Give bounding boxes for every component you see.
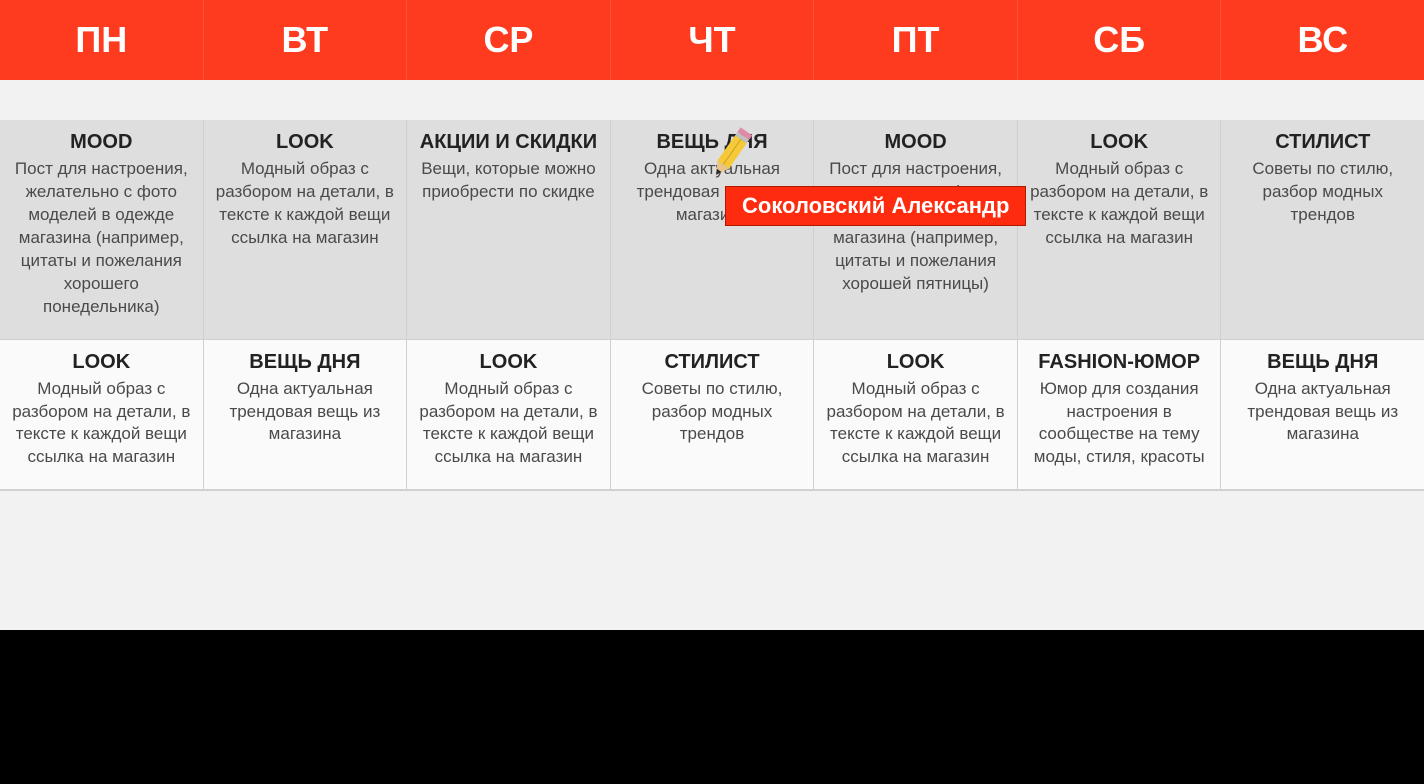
- plan-cell: LOOK Модный образ с разбором на детали, …: [204, 120, 408, 340]
- plan-cell-desc: Модный образ с разбором на детали, в тек…: [415, 378, 602, 470]
- collaborator-cursor-badge: Соколовский Александр: [725, 186, 1026, 226]
- plan-cell-desc: Вещи, которые можно приобрести по скидке: [415, 158, 602, 204]
- plan-cell: СТИЛИСТ Советы по стилю, разбор модных т…: [1221, 120, 1424, 340]
- plan-cell: ВЕЩЬ ДНЯ Одна актуальная трендовая вещь …: [1221, 340, 1424, 491]
- plan-cell-desc: Пост для настроения, желательно с фото м…: [822, 158, 1009, 296]
- plan-cell-title: СТИЛИСТ: [619, 350, 806, 374]
- plan-cell-title: ВЕЩЬ ДНЯ: [212, 350, 399, 374]
- plan-cell-desc: Модный образ с разбором на детали, в тек…: [212, 158, 399, 250]
- plan-cell: ВЕЩЬ ДНЯ Одна актуальная трендовая вещь …: [204, 340, 408, 491]
- plan-cell-desc: Модный образ с разбором на детали, в тек…: [8, 378, 195, 470]
- plan-cell-title: ВЕЩЬ ДНЯ: [1229, 350, 1416, 374]
- weekday-header-thu: ЧТ: [611, 0, 815, 80]
- plan-cell-title: LOOK: [8, 350, 195, 374]
- content-row-2: LOOK Модный образ с разбором на детали, …: [0, 340, 1424, 491]
- plan-cell: LOOK Модный образ с разбором на детали, …: [407, 340, 611, 491]
- plan-cell: ВЕЩЬ ДНЯ Одна актуальная трендовая вещь …: [611, 120, 815, 340]
- plan-cell-desc: Советы по стилю, разбор модных трендов: [1229, 158, 1416, 227]
- plan-cell-title: LOOK: [212, 130, 399, 154]
- plan-cell-title: LOOK: [1026, 130, 1213, 154]
- plan-cell-title: MOOD: [8, 130, 195, 154]
- plan-cell-desc: Одна актуальная трендовая вещь из магази…: [1229, 378, 1416, 447]
- plan-cell-title: ВЕЩЬ ДНЯ: [619, 130, 806, 154]
- plan-cell-title: LOOK: [415, 350, 602, 374]
- plan-cell: FASHION-ЮМОР Юмор для создания настроени…: [1018, 340, 1222, 491]
- plan-cell-desc: Юмор для создания настроения в сообществ…: [1026, 378, 1213, 470]
- plan-cell-title: LOOK: [822, 350, 1009, 374]
- plan-cell-desc: Модный образ с разбором на детали, в тек…: [822, 378, 1009, 470]
- plan-cell: АКЦИИ И СКИДКИ Вещи, которые можно приоб…: [407, 120, 611, 340]
- plan-cell-title: АКЦИИ И СКИДКИ: [415, 130, 602, 154]
- weekday-header-fri: ПТ: [814, 0, 1018, 80]
- weekday-header-tue: ВТ: [204, 0, 408, 80]
- plan-cell: MOOD Пост для настроения, желательно с ф…: [814, 120, 1018, 340]
- plan-cell-title: FASHION-ЮМОР: [1026, 350, 1213, 374]
- plan-cell-desc: Модный образ с разбором на детали, в тек…: [1026, 158, 1213, 250]
- plan-cell-desc: Одна актуальная трендовая вещь из магази…: [212, 378, 399, 447]
- plan-cell: LOOK Модный образ с разбором на детали, …: [1018, 120, 1222, 340]
- weekday-header-sat: СБ: [1018, 0, 1222, 80]
- weekday-header-row: ПН ВТ СР ЧТ ПТ СБ ВС: [0, 0, 1424, 80]
- plan-cell-desc: Советы по стилю, разбор модных трендов: [619, 378, 806, 447]
- weekday-header-mon: ПН: [0, 0, 204, 80]
- plan-cell-title: СТИЛИСТ: [1229, 130, 1416, 154]
- plan-cell-title: MOOD: [822, 130, 1009, 154]
- empty-area: [0, 490, 1424, 630]
- plan-cell: MOOD Пост для настроения, желательно с ф…: [0, 120, 204, 340]
- plan-cell: СТИЛИСТ Советы по стилю, разбор модных т…: [611, 340, 815, 491]
- spacer-row: [0, 80, 1424, 120]
- plan-cell-desc: Пост для настроения, желательно с фото м…: [8, 158, 195, 319]
- plan-cell: LOOK Модный образ с разбором на детали, …: [0, 340, 204, 491]
- plan-cell: LOOK Модный образ с разбором на детали, …: [814, 340, 1018, 491]
- weekday-header-wed: СР: [407, 0, 611, 80]
- content-plan-table: ПН ВТ СР ЧТ ПТ СБ ВС MOOD Пост для настр…: [0, 0, 1424, 630]
- weekday-header-sun: ВС: [1221, 0, 1424, 80]
- content-row-1: MOOD Пост для настроения, желательно с ф…: [0, 120, 1424, 340]
